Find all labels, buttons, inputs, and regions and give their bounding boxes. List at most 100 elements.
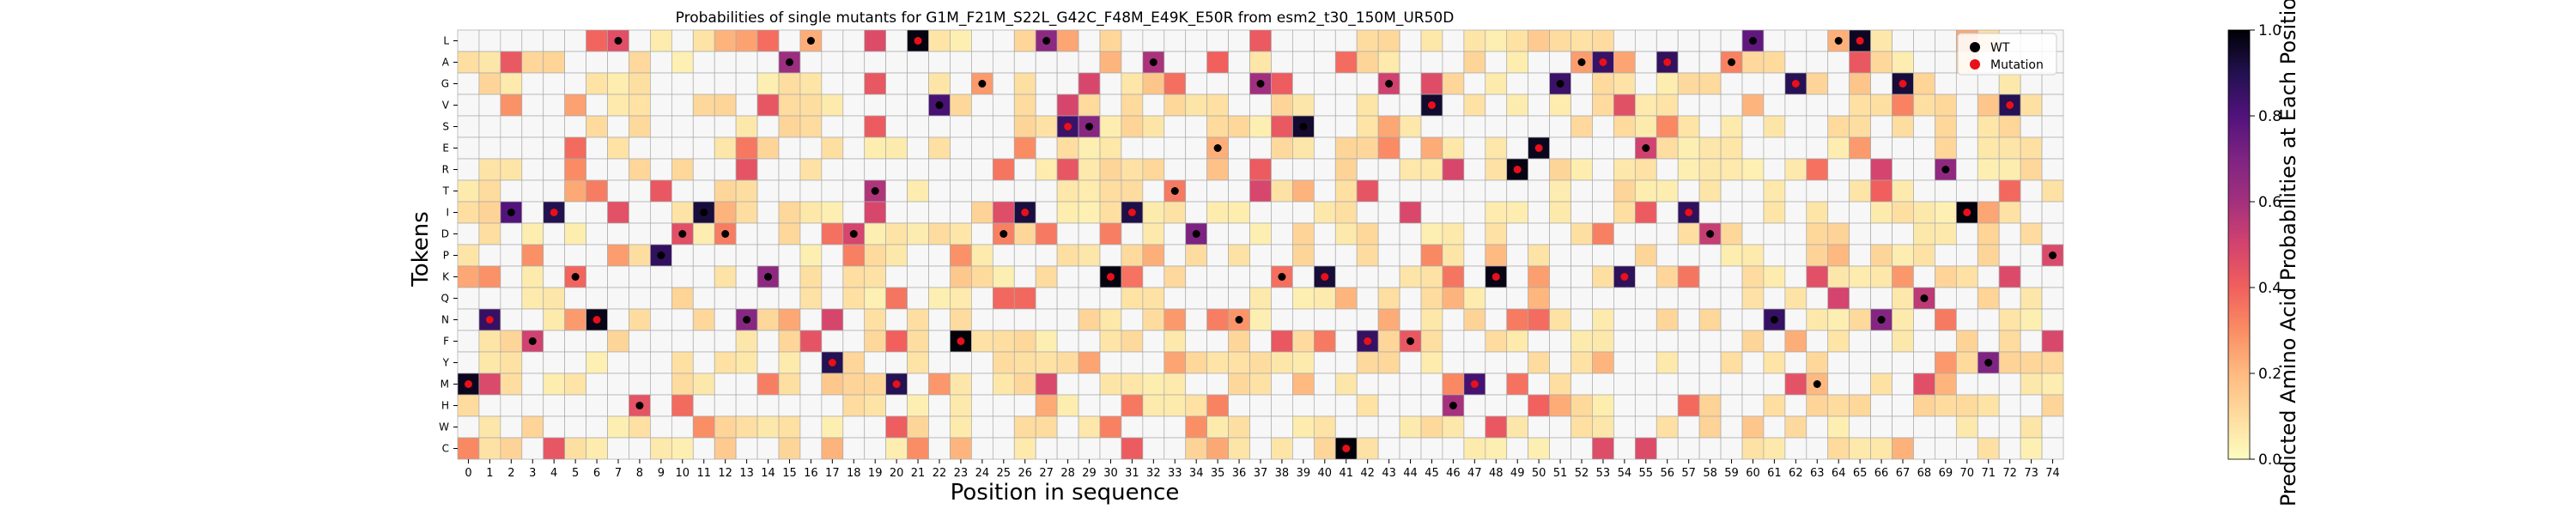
x-tick-label: 1	[486, 467, 493, 480]
heatmap-cell	[1121, 437, 1144, 460]
x-tick-label: 37	[1254, 467, 1268, 480]
heatmap-cell	[1935, 222, 1957, 245]
heatmap-cell	[671, 179, 694, 203]
heatmap-cell	[1935, 287, 1957, 310]
colorbar-tick-label: 0.2	[2258, 366, 2281, 383]
heatmap-cell	[1485, 437, 1508, 460]
wt-marker	[1642, 144, 1650, 152]
heatmap-cell	[1763, 158, 1786, 181]
heatmap-cell	[714, 394, 737, 417]
heatmap-cell	[671, 244, 694, 267]
heatmap-cell	[992, 287, 1015, 310]
heatmap-cell	[1485, 287, 1508, 310]
heatmap-cell	[1013, 158, 1036, 181]
heatmap-cell	[992, 72, 1015, 95]
y-tick-label: N	[441, 314, 449, 326]
heatmap-cell	[607, 72, 629, 95]
heatmap-cell	[1035, 179, 1058, 203]
heatmap-cell	[1356, 437, 1379, 460]
heatmap-cell	[1913, 222, 1935, 245]
heatmap-cell	[1870, 330, 1893, 353]
heatmap-cell	[1656, 351, 1679, 374]
heatmap-cell	[692, 179, 715, 203]
heatmap-cell	[1528, 265, 1550, 288]
heatmap-cell	[1656, 244, 1679, 267]
heatmap-cell	[457, 351, 480, 374]
heatmap-cell	[1078, 222, 1101, 245]
heatmap-cell	[1249, 201, 1272, 224]
wt-marker	[1256, 80, 1265, 88]
heatmap-cell	[1356, 415, 1379, 439]
heatmap-cell	[1356, 373, 1379, 396]
heatmap-cell	[821, 394, 844, 417]
heatmap-cell	[950, 72, 972, 95]
heatmap-cell	[735, 351, 758, 374]
heatmap-cell	[1078, 373, 1101, 396]
heatmap-cell	[1185, 373, 1208, 396]
heatmap-cell	[735, 330, 758, 353]
heatmap-cell	[1592, 287, 1614, 310]
wt-marker	[1235, 316, 1243, 324]
heatmap-cell	[714, 72, 737, 95]
heatmap-cell	[2041, 308, 2064, 331]
heatmap-cell	[1142, 394, 1165, 417]
heatmap-cell	[714, 351, 737, 374]
heatmap-cell	[1249, 222, 1272, 245]
heatmap-cell	[1035, 222, 1058, 245]
heatmap-cell	[543, 94, 566, 117]
heatmap-cell	[1806, 394, 1829, 417]
heatmap-cell	[907, 51, 929, 74]
heatmap-cell	[1356, 287, 1379, 310]
heatmap-cell	[457, 244, 480, 267]
heatmap-cell	[1334, 265, 1358, 288]
heatmap-cell	[1334, 351, 1358, 374]
heatmap-cell	[1763, 351, 1786, 374]
heatmap-cell	[1763, 72, 1786, 95]
heatmap-cell	[629, 158, 651, 181]
heatmap-cell	[778, 244, 801, 267]
heatmap-cell	[1121, 115, 1144, 138]
heatmap-cell	[521, 287, 544, 310]
heatmap-cell	[1698, 115, 1722, 138]
heatmap-cell	[992, 201, 1015, 224]
wt-marker	[1042, 37, 1051, 45]
x-tick-label: 17	[825, 467, 840, 480]
x-tick-label: 4	[550, 467, 557, 480]
heatmap-cell	[543, 115, 566, 138]
heatmap-cell	[1698, 136, 1722, 160]
x-tick-label: 70	[1960, 467, 1975, 480]
heatmap-cell	[1698, 287, 1722, 310]
heatmap-cell	[1185, 51, 1208, 74]
heatmap-cell	[992, 115, 1015, 138]
heatmap-cell	[907, 72, 929, 95]
heatmap-cell	[1313, 201, 1336, 224]
heatmap-cell	[928, 308, 951, 331]
heatmap-cell	[1121, 351, 1144, 374]
heatmap-cell	[1784, 287, 1807, 310]
heatmap-cell	[756, 72, 780, 95]
heatmap-cell	[1549, 29, 1571, 52]
heatmap-cell	[586, 373, 608, 396]
heatmap-cell	[735, 201, 758, 224]
heatmap-cell	[1892, 201, 1914, 224]
heatmap-cell	[1870, 394, 1893, 417]
heatmap-cell	[950, 437, 972, 460]
heatmap-cell	[564, 115, 586, 138]
wt-marker	[700, 209, 708, 216]
heatmap-cell	[1528, 244, 1550, 267]
heatmap-cell	[821, 287, 844, 310]
heatmap-cell	[885, 308, 908, 331]
heatmap-cell	[1720, 437, 1743, 460]
heatmap-cell	[1849, 244, 1871, 267]
heatmap-cell	[1528, 330, 1550, 353]
heatmap-cell	[992, 330, 1015, 353]
heatmap-cell	[1528, 72, 1550, 95]
heatmap-cell	[1292, 158, 1315, 181]
heatmap-cell	[1228, 72, 1250, 95]
heatmap-cell	[692, 394, 715, 417]
heatmap-cell	[971, 94, 993, 117]
heatmap-cell	[500, 179, 523, 203]
heatmap-cell	[671, 51, 694, 74]
heatmap-cell	[799, 265, 823, 288]
heatmap-cell	[821, 415, 844, 439]
